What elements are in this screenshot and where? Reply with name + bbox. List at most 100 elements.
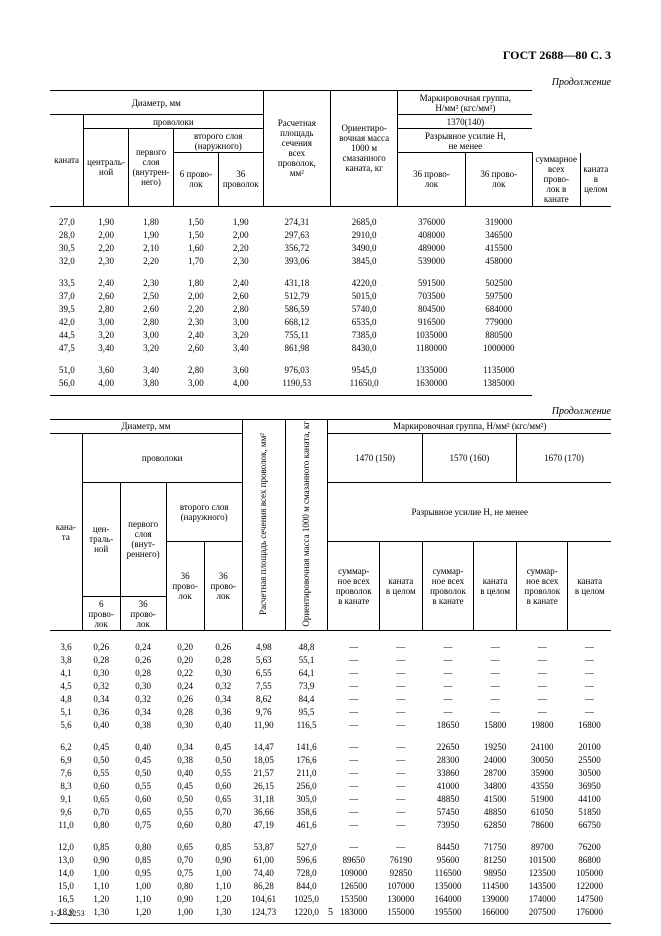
table-cell: 116500 xyxy=(422,866,473,879)
table-cell: 0,55 xyxy=(204,766,242,779)
table-cell: 0,70 xyxy=(82,805,120,818)
table-cell: 84450 xyxy=(422,840,473,853)
t2-h-central: цен- траль- ной xyxy=(82,482,120,596)
table-cell: 2,20 xyxy=(218,242,263,255)
table-cell: 44,5 xyxy=(50,329,84,342)
table-row: 11,00,800,750,600,8047,19461,6——73950628… xyxy=(50,818,611,831)
t2-body: 3,60,260,240,200,264,9848,8——————3,80,28… xyxy=(50,631,611,924)
table-cell: 116,5 xyxy=(285,718,328,731)
table-row: 39,52,802,602,202,80586,595740,080450068… xyxy=(50,303,611,316)
table-cell: 124,73 xyxy=(242,905,285,918)
table-cell: 0,85 xyxy=(204,840,242,853)
table-cell: 1,10 xyxy=(204,879,242,892)
table-cell: 1,50 xyxy=(173,229,218,242)
table-cell: 8,3 xyxy=(50,779,82,792)
table-cell: 1,90 xyxy=(84,216,129,229)
table-cell: 107000 xyxy=(379,879,422,892)
table-cell: 0,95 xyxy=(120,866,166,879)
table-cell: 3,00 xyxy=(218,316,263,329)
table-cell: 0,34 xyxy=(82,692,120,705)
table-cell: 1,20 xyxy=(120,905,166,918)
table-cell: 1,90 xyxy=(129,229,174,242)
table-cell: 76190 xyxy=(379,853,422,866)
table-cell: 64,1 xyxy=(285,666,328,679)
table-row: 44,53,203,002,403,20755,117385,010350008… xyxy=(50,329,611,342)
table-cell: 1,10 xyxy=(82,879,120,892)
table-cell: 3,40 xyxy=(218,342,263,355)
table-cell: 35900 xyxy=(517,766,568,779)
table-cell: — xyxy=(379,792,422,805)
table-2: Диаметр, мм Расчетная площадь сечения вс… xyxy=(50,419,611,925)
table-cell: 4,5 xyxy=(50,679,82,692)
table-cell: — xyxy=(328,792,379,805)
table-cell: 0,40 xyxy=(120,740,166,753)
table-cell: — xyxy=(379,640,422,653)
table-cell: — xyxy=(328,818,379,831)
table-cell: — xyxy=(379,679,422,692)
t2-h-36wb: 36 прово- лок xyxy=(204,541,242,630)
table-cell: — xyxy=(517,640,568,653)
table-cell: 28300 xyxy=(422,753,473,766)
table-cell: 2,00 xyxy=(173,290,218,303)
table-cell: — xyxy=(328,779,379,792)
table-cell: 0,75 xyxy=(166,866,204,879)
table-cell: 47,19 xyxy=(242,818,285,831)
table-cell: 2,30 xyxy=(129,277,174,290)
table-cell: — xyxy=(474,666,517,679)
table-cell: 0,65 xyxy=(82,792,120,805)
table-cell: 0,26 xyxy=(82,640,120,653)
table-cell: 1,80 xyxy=(129,216,174,229)
table-cell: 86800 xyxy=(568,853,611,866)
table-cell: 3,60 xyxy=(218,364,263,377)
table-cell: 101500 xyxy=(517,853,568,866)
table-cell: 0,36 xyxy=(82,705,120,718)
table-cell: 1,50 xyxy=(173,216,218,229)
table-cell: 668,12 xyxy=(263,316,330,329)
table-cell: 0,36 xyxy=(204,705,242,718)
table-cell: 95600 xyxy=(422,853,473,866)
table-cell: 1630000 xyxy=(398,377,465,390)
table-cell: 15800 xyxy=(474,718,517,731)
table-cell: 1,20 xyxy=(204,892,242,905)
table-cell: 3,60 xyxy=(84,364,129,377)
table-cell: 0,65 xyxy=(204,792,242,805)
table-cell: — xyxy=(328,692,379,705)
spacer-row xyxy=(50,268,611,277)
table-cell: — xyxy=(568,679,611,692)
table-cell: 105000 xyxy=(568,866,611,879)
table-cell: 123500 xyxy=(517,866,568,879)
table-cell: — xyxy=(568,640,611,653)
table-cell: 3,20 xyxy=(218,329,263,342)
table-cell: 0,24 xyxy=(120,640,166,653)
table-cell: 0,45 xyxy=(120,753,166,766)
t2-h-mark: Маркировочная группа, Н/мм² (кгс/мм²) xyxy=(328,419,611,433)
table-cell: — xyxy=(517,653,568,666)
continuation-1: Продолжение xyxy=(50,77,611,88)
t1-h-central: централь- ной xyxy=(84,129,129,207)
table-cell: 0,30 xyxy=(166,718,204,731)
table-cell: 0,26 xyxy=(166,692,204,705)
table-cell: 2,40 xyxy=(84,277,129,290)
table-cell: 256,0 xyxy=(285,779,328,792)
table-cell: 0,70 xyxy=(204,805,242,818)
table-cell: 1,90 xyxy=(218,216,263,229)
table-cell: 5015,0 xyxy=(330,290,397,303)
table-cell: 195500 xyxy=(422,905,473,918)
table-cell: 36,66 xyxy=(242,805,285,818)
table-row: 3,80,280,260,200,285,6355,1—————— xyxy=(50,653,611,666)
table-cell: 7,55 xyxy=(242,679,285,692)
table-cell: 0,55 xyxy=(120,779,166,792)
t1-h-1370: 1370(140) xyxy=(398,115,533,129)
t2-h-1670: 1670 (170) xyxy=(517,433,611,482)
table-cell: 135000 xyxy=(422,879,473,892)
table-cell: 44100 xyxy=(568,792,611,805)
table-cell: 147500 xyxy=(568,892,611,905)
table-cell: 1,20 xyxy=(82,892,120,905)
table-cell: 109000 xyxy=(328,866,379,879)
table-cell: 3,40 xyxy=(129,364,174,377)
t1-h-area: Расчетная площадь сечения всех проволок,… xyxy=(263,91,330,207)
t2-h-sum3: суммар- ное всех проволок в канате xyxy=(517,541,568,630)
table-row: 14,01,000,950,751,0074,40728,01090009285… xyxy=(50,866,611,879)
table-cell: 0,26 xyxy=(204,640,242,653)
table-cell: 11,90 xyxy=(242,718,285,731)
